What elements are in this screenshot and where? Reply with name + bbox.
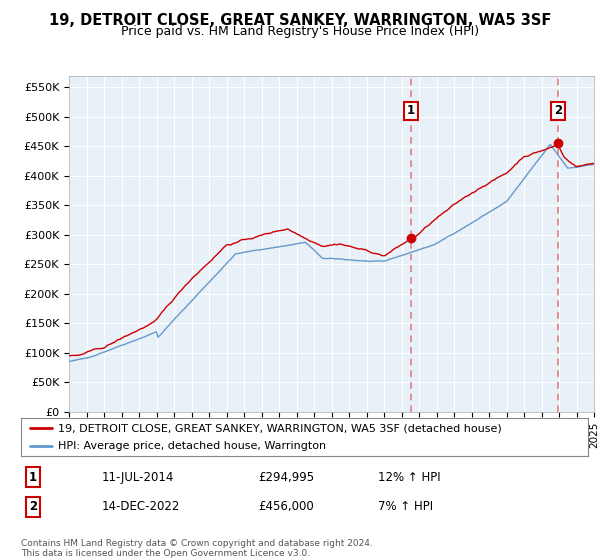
Text: Contains HM Land Registry data © Crown copyright and database right 2024.
This d: Contains HM Land Registry data © Crown c… [21, 539, 373, 558]
Text: 11-JUL-2014: 11-JUL-2014 [102, 470, 175, 484]
Text: Price paid vs. HM Land Registry's House Price Index (HPI): Price paid vs. HM Land Registry's House … [121, 25, 479, 38]
Text: 1: 1 [29, 470, 37, 484]
Text: 2: 2 [29, 500, 37, 514]
Text: 12% ↑ HPI: 12% ↑ HPI [378, 470, 440, 484]
Text: 2: 2 [554, 105, 562, 118]
Text: 19, DETROIT CLOSE, GREAT SANKEY, WARRINGTON, WA5 3SF (detached house): 19, DETROIT CLOSE, GREAT SANKEY, WARRING… [58, 423, 502, 433]
Text: HPI: Average price, detached house, Warrington: HPI: Average price, detached house, Warr… [58, 441, 326, 451]
Text: 7% ↑ HPI: 7% ↑ HPI [378, 500, 433, 514]
Text: £456,000: £456,000 [258, 500, 314, 514]
Text: 1: 1 [407, 105, 415, 118]
Text: 19, DETROIT CLOSE, GREAT SANKEY, WARRINGTON, WA5 3SF: 19, DETROIT CLOSE, GREAT SANKEY, WARRING… [49, 13, 551, 29]
Text: 14-DEC-2022: 14-DEC-2022 [102, 500, 181, 514]
Text: £294,995: £294,995 [258, 470, 314, 484]
